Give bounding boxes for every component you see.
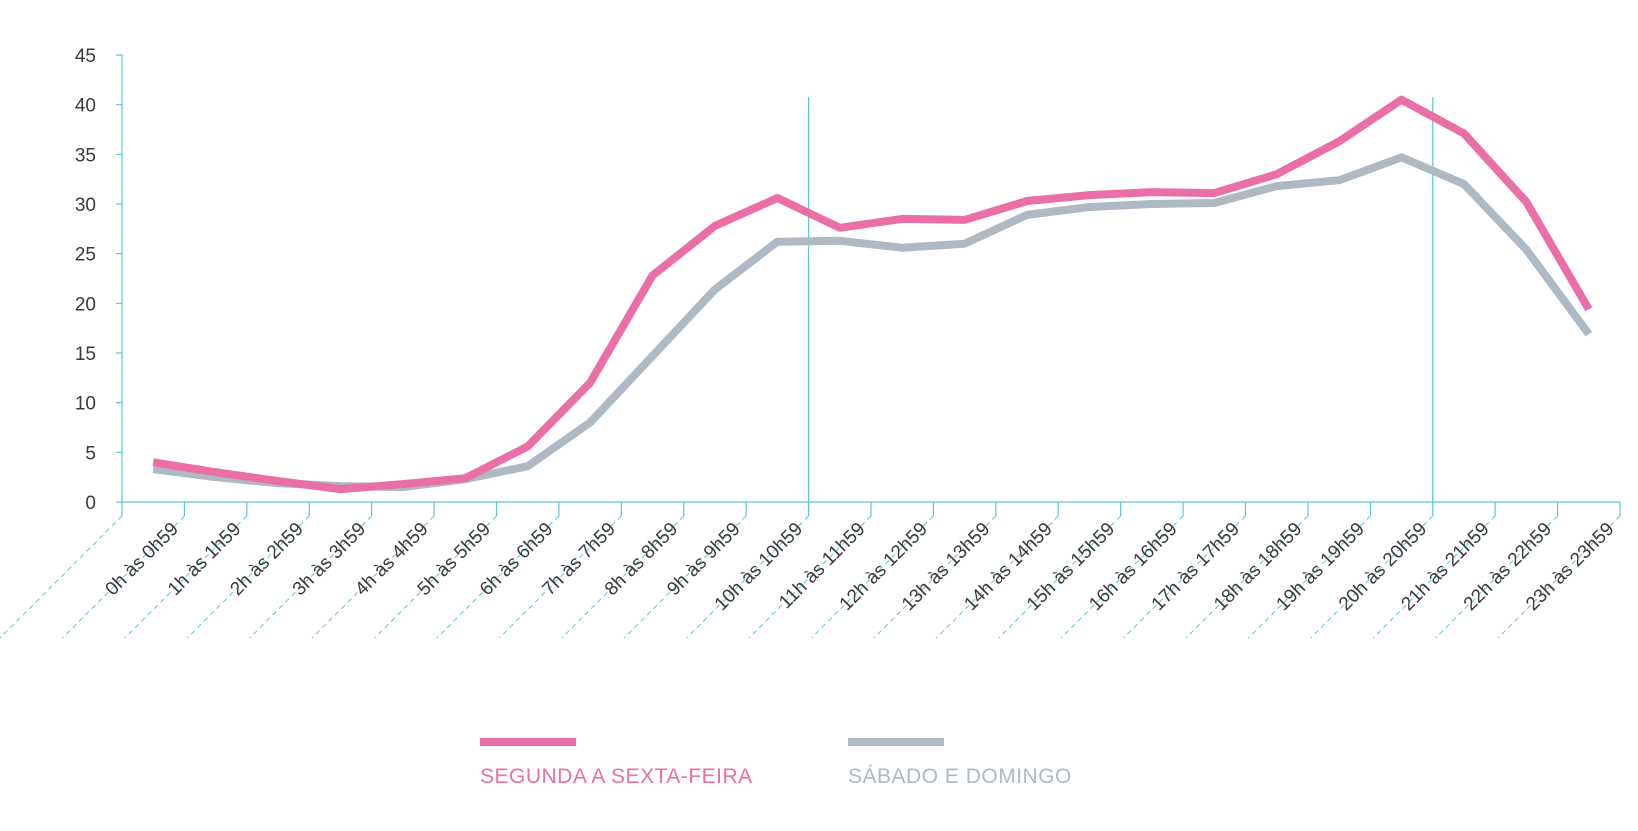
y-tick-label: 5 — [85, 443, 96, 464]
x-label-leader — [498, 515, 622, 639]
x-label-leader — [1497, 515, 1621, 639]
y-tick-label: 20 — [75, 294, 96, 315]
x-label-leader — [249, 515, 373, 639]
y-tick-label: 25 — [75, 245, 96, 266]
x-label-leader — [748, 515, 872, 639]
x-label-leader — [1185, 515, 1309, 639]
legend-swatch-weekend — [848, 738, 944, 746]
y-tick-labels: 0 5 10 15 20 25 30 35 40 45 — [75, 46, 96, 514]
series-line-weekend — [152, 153, 1593, 492]
x-label-leader — [0, 515, 123, 639]
y-tick-label: 45 — [75, 46, 96, 67]
x-label-leader — [998, 515, 1122, 639]
y-tick-label: 15 — [75, 344, 96, 365]
legend-label-weekdays: SEGUNDA A SEXTA-FEIRA — [480, 765, 753, 788]
x-label-leader — [62, 515, 185, 639]
x-label-leader — [935, 515, 1059, 639]
x-label-leader — [686, 515, 809, 639]
y-tick-label: 40 — [75, 96, 96, 117]
x-label-leader — [623, 515, 747, 639]
y-tick-label: 10 — [75, 394, 96, 415]
x-label-leader — [374, 515, 497, 639]
x-label-leader — [1247, 515, 1371, 639]
x-label-leader — [1435, 515, 1558, 639]
axes — [0, 54, 1621, 639]
x-label-leader — [561, 515, 685, 639]
legend-swatch-weekdays — [480, 738, 576, 746]
x-label-leader — [811, 515, 934, 639]
x-label-leader — [436, 515, 560, 639]
x-label-leader — [124, 515, 248, 639]
x-label-leader — [1123, 515, 1246, 639]
series-line-weekdays — [152, 95, 1593, 494]
y-tick-label: 30 — [75, 195, 96, 216]
legend: SEGUNDA A SEXTA-FEIRA SÁBADO E DOMINGO — [480, 738, 1072, 788]
x-label-leader — [186, 515, 310, 639]
y-tick-label: 35 — [75, 145, 96, 166]
x-label-leader — [1372, 515, 1496, 639]
legend-label-weekend: SÁBADO E DOMINGO — [848, 765, 1072, 788]
x-label-leader — [873, 515, 997, 639]
guide-lines — [807, 97, 1434, 502]
series-lines — [152, 95, 1593, 494]
x-label-leader — [1310, 515, 1434, 639]
y-tick-label: 0 — [85, 493, 96, 514]
x-label-leader — [1060, 515, 1184, 639]
x-label-leader — [311, 515, 435, 639]
